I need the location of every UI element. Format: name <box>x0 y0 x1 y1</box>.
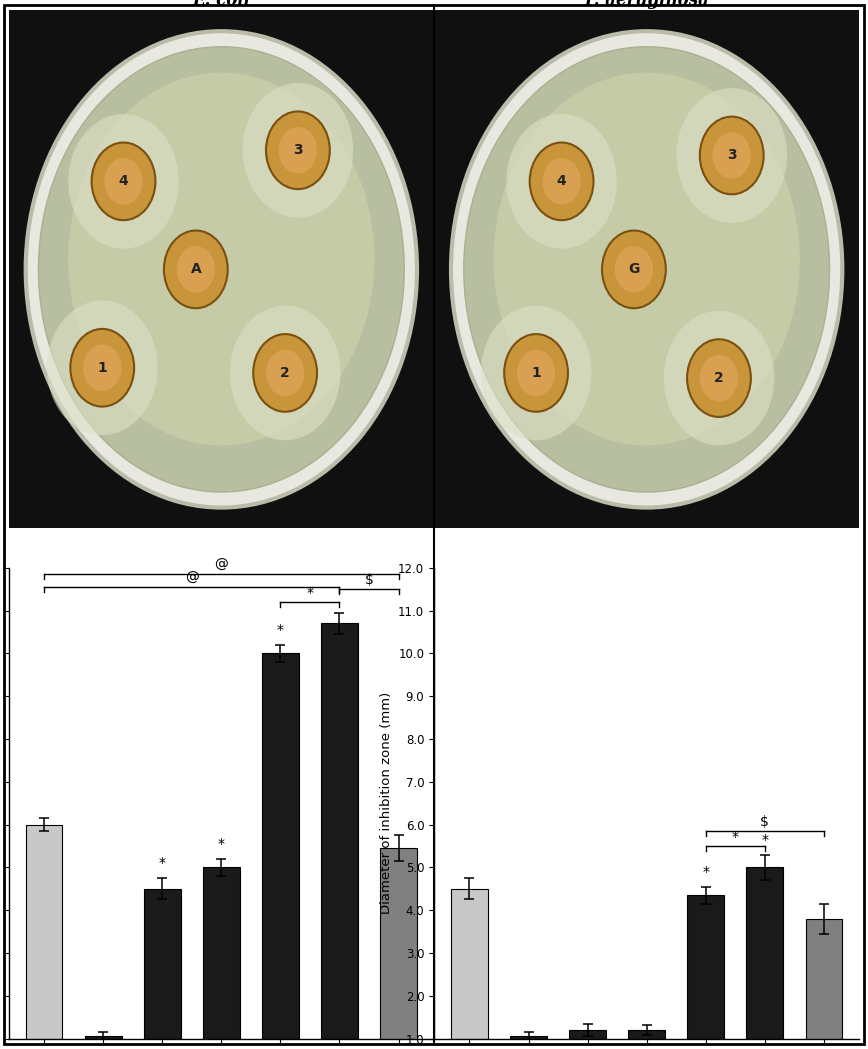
Circle shape <box>47 300 157 435</box>
Text: *: * <box>218 837 225 851</box>
Bar <box>746 868 783 1049</box>
Text: *: * <box>159 856 166 871</box>
Text: *: * <box>277 623 284 637</box>
Circle shape <box>26 31 417 508</box>
Bar <box>321 623 358 1049</box>
Bar <box>144 889 181 1049</box>
Circle shape <box>177 247 215 293</box>
Text: *: * <box>732 830 739 843</box>
Circle shape <box>266 111 330 189</box>
Circle shape <box>69 114 179 249</box>
Circle shape <box>713 132 751 178</box>
Bar <box>380 848 417 1049</box>
Circle shape <box>494 72 799 446</box>
Bar <box>451 889 488 1049</box>
Circle shape <box>506 114 617 249</box>
Text: 1: 1 <box>97 361 107 374</box>
Bar <box>510 1036 547 1049</box>
Circle shape <box>542 158 581 205</box>
Bar <box>85 1036 122 1049</box>
Circle shape <box>242 83 353 217</box>
Circle shape <box>266 349 305 397</box>
Text: 3: 3 <box>293 144 303 157</box>
Circle shape <box>517 349 556 397</box>
Circle shape <box>104 158 142 205</box>
Text: $: $ <box>760 815 769 829</box>
Circle shape <box>253 334 317 412</box>
Text: $: $ <box>365 573 373 587</box>
Bar <box>203 868 240 1049</box>
Text: *: * <box>702 864 709 879</box>
Text: *: * <box>306 586 313 600</box>
Circle shape <box>69 72 374 446</box>
Circle shape <box>92 143 155 220</box>
Text: A: A <box>190 262 201 276</box>
Circle shape <box>38 47 404 492</box>
Circle shape <box>230 305 340 441</box>
Circle shape <box>664 311 774 446</box>
Text: @: @ <box>214 558 228 572</box>
Circle shape <box>464 47 830 492</box>
Text: 1: 1 <box>531 366 541 380</box>
Bar <box>26 825 62 1049</box>
Y-axis label: Diameter of inhibition zone (mm): Diameter of inhibition zone (mm) <box>379 692 392 915</box>
Bar <box>569 1030 606 1049</box>
Text: 4: 4 <box>119 174 128 189</box>
Text: 2: 2 <box>280 366 290 380</box>
Circle shape <box>279 127 317 173</box>
Text: 2: 2 <box>714 371 724 385</box>
Circle shape <box>83 344 122 391</box>
Circle shape <box>481 305 591 441</box>
Bar <box>262 654 299 1049</box>
Text: *: * <box>761 833 768 847</box>
Circle shape <box>602 231 666 308</box>
Bar <box>628 1030 665 1049</box>
Bar <box>687 895 724 1049</box>
Circle shape <box>70 329 135 407</box>
Circle shape <box>700 355 738 402</box>
Text: @: @ <box>185 571 199 585</box>
Circle shape <box>676 88 787 222</box>
Title: P. aeruginosa: P. aeruginosa <box>584 0 709 9</box>
Text: 3: 3 <box>727 149 737 163</box>
Text: 4: 4 <box>556 174 567 189</box>
Circle shape <box>615 247 653 293</box>
Title: E. coli: E. coli <box>193 0 250 9</box>
Circle shape <box>700 116 764 194</box>
Circle shape <box>529 143 594 220</box>
Circle shape <box>504 334 568 412</box>
Circle shape <box>164 231 227 308</box>
Text: G: G <box>628 262 640 276</box>
Bar <box>806 919 842 1049</box>
Circle shape <box>451 31 842 508</box>
Circle shape <box>687 339 751 416</box>
